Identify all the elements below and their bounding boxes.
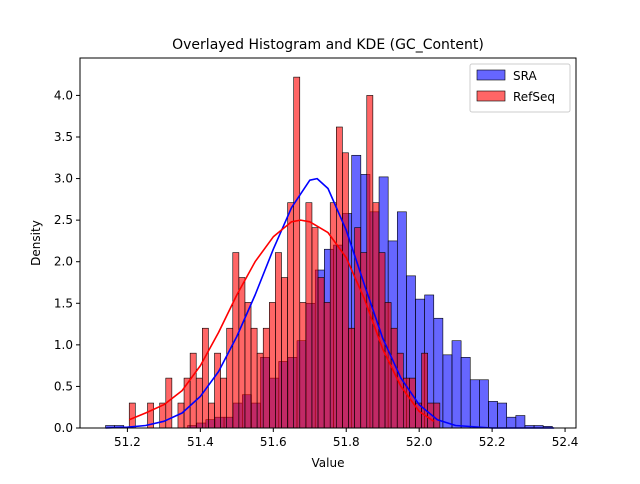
bar-sra-39	[460, 357, 471, 429]
x-tick-label-5: 52.2	[479, 435, 506, 449]
bar-refseq-22	[262, 327, 270, 429]
x-tick-label-2: 51.6	[260, 435, 287, 449]
bar-sra-45	[515, 415, 526, 429]
bar-sra-38	[451, 340, 462, 429]
bar-refseq-8	[177, 402, 185, 429]
y-axis-label: Density	[29, 220, 43, 266]
bar-refseq-25	[281, 277, 288, 429]
bar-sra-41	[479, 379, 489, 429]
bar-refseq-30	[311, 227, 319, 429]
bar-refseq-50	[433, 402, 441, 429]
bar-refseq-27	[293, 76, 301, 429]
bar-refseq-31	[317, 277, 325, 429]
bar-refseq-44	[396, 352, 404, 429]
bar-sra-40	[469, 379, 480, 429]
bar-refseq-32	[323, 302, 331, 429]
bar-refseq-16	[226, 327, 234, 429]
bar-refseq-21	[256, 352, 264, 429]
x-tick-label-3: 51.8	[333, 435, 360, 449]
bar-sra-42	[488, 401, 498, 429]
bar-refseq-24	[275, 252, 282, 429]
bar-refseq-36	[348, 327, 355, 429]
y-tick-label-2: 1.0	[54, 338, 73, 352]
bar-refseq-13	[208, 402, 215, 429]
kde-line-sra	[105, 177, 555, 429]
bar-refseq-10	[189, 352, 197, 429]
y-tick-label-0: 0.0	[54, 421, 73, 435]
bar-refseq-39	[366, 95, 374, 429]
legend-swatch-refseq	[476, 90, 506, 102]
x-tick-label-6: 52.4	[552, 435, 579, 449]
y-tick-label-4: 2.0	[54, 255, 73, 269]
x-ticks: 51.2 51.4 51.6 51.8 52.0 52.2 52.4	[114, 428, 578, 449]
y-tick-label-6: 3.0	[54, 172, 73, 186]
bar-refseq-14	[214, 352, 221, 429]
kde-layer	[105, 177, 555, 429]
bar-refseq-20	[250, 327, 258, 429]
legend-swatch-sra	[476, 69, 506, 81]
bar-refseq-0	[128, 402, 136, 429]
bar-refseq-15	[220, 377, 227, 429]
y-ticks: 0.0 0.5 1.0 1.5 2.0 2.5 3.0 3.5 4.0	[54, 88, 80, 435]
bar-refseq-11	[195, 377, 203, 429]
axes-layer	[79, 57, 577, 429]
legend-label-sra: SRA	[513, 69, 537, 83]
x-tick-label-0: 51.2	[114, 435, 141, 449]
bar-sra-43	[497, 402, 508, 429]
legend-label-refseq: RefSeq	[513, 90, 555, 104]
bar-refseq-28	[299, 302, 307, 429]
bar-refseq-26	[287, 202, 294, 429]
bar-refseq-18	[238, 277, 246, 429]
bar-refseq-34	[336, 126, 343, 429]
bar-refseq-38	[360, 252, 368, 429]
bar-refseq-40	[372, 202, 380, 429]
bar-sra-44	[506, 416, 517, 429]
bar-sra-37	[442, 354, 453, 429]
bar-refseq-12	[202, 327, 209, 429]
bar-refseq-35	[342, 152, 349, 429]
bar-refseq-19	[244, 302, 252, 429]
y-tick-label-3: 1.5	[54, 296, 73, 310]
chart-title: Overlayed Histogram and KDE (GC_Content)	[172, 37, 484, 53]
x-tick-label-1: 51.4	[187, 435, 214, 449]
kde-line-refseq	[128, 219, 435, 422]
plot-frame	[79, 57, 577, 429]
x-axis-label: Value	[312, 456, 345, 470]
bar-refseq-17	[232, 252, 240, 429]
bar-refseq-29	[305, 202, 313, 429]
y-tick-label-1: 0.5	[54, 379, 73, 393]
legend: SRA RefSeq	[469, 63, 571, 113]
bar-refseq-23	[269, 302, 276, 429]
y-tick-label-8: 4.0	[54, 88, 73, 102]
y-tick-label-7: 3.5	[54, 130, 73, 144]
x-tick-label-4: 52.0	[406, 435, 433, 449]
y-tick-label-5: 2.5	[54, 213, 73, 227]
